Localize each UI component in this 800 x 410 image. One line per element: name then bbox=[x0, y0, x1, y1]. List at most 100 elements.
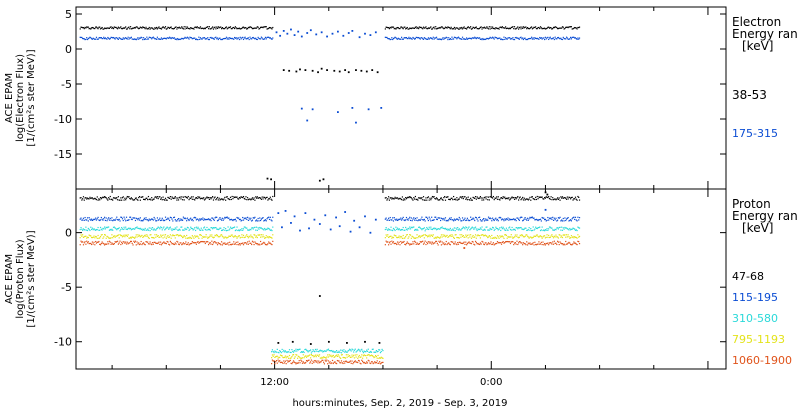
data-point bbox=[230, 227, 232, 229]
data-point bbox=[168, 243, 170, 245]
data-point bbox=[295, 354, 297, 356]
data-point bbox=[285, 363, 287, 365]
data-point bbox=[233, 219, 236, 221]
data-point bbox=[228, 235, 230, 237]
data-point bbox=[108, 237, 110, 239]
data-point bbox=[192, 220, 194, 222]
data-point bbox=[144, 38, 146, 40]
data-point bbox=[444, 26, 447, 28]
data-point bbox=[578, 26, 581, 28]
data-point bbox=[212, 237, 215, 239]
data-point bbox=[493, 244, 495, 246]
data-point bbox=[86, 38, 89, 41]
data-point bbox=[522, 26, 525, 28]
data-point bbox=[499, 216, 501, 218]
data-point bbox=[250, 242, 252, 244]
data-point bbox=[181, 27, 184, 29]
data-point bbox=[274, 350, 276, 352]
data-point bbox=[236, 243, 238, 246]
data-point bbox=[246, 243, 248, 245]
data-point bbox=[144, 199, 146, 201]
data-point bbox=[376, 71, 379, 74]
data-point bbox=[457, 199, 459, 201]
data-point bbox=[202, 198, 204, 200]
data-point bbox=[440, 197, 443, 199]
data-point bbox=[467, 38, 469, 40]
data-point bbox=[328, 349, 330, 352]
data-point bbox=[375, 362, 378, 364]
data-point bbox=[171, 218, 173, 220]
data-point bbox=[506, 27, 508, 29]
data-point bbox=[147, 236, 150, 239]
data-point bbox=[539, 37, 542, 39]
data-point bbox=[83, 219, 85, 221]
data-point bbox=[155, 38, 158, 40]
data-point bbox=[500, 235, 503, 237]
data-point bbox=[221, 244, 223, 246]
data-point bbox=[263, 220, 265, 222]
data-point bbox=[254, 226, 256, 228]
data-point bbox=[350, 356, 352, 358]
data-point bbox=[561, 26, 564, 28]
data-point bbox=[472, 234, 474, 237]
data-point bbox=[142, 220, 144, 222]
data-point bbox=[177, 243, 180, 245]
data-point bbox=[121, 38, 124, 40]
data-point bbox=[86, 229, 89, 232]
data-point bbox=[149, 198, 151, 200]
data-point bbox=[412, 218, 414, 220]
data-point bbox=[142, 39, 144, 41]
data-point bbox=[439, 241, 441, 243]
data-point bbox=[506, 38, 508, 40]
data-point bbox=[180, 219, 182, 222]
data-point bbox=[539, 243, 541, 245]
data-point bbox=[180, 27, 182, 29]
data-point bbox=[215, 28, 217, 30]
data-point bbox=[444, 37, 446, 39]
data-point bbox=[80, 36, 82, 39]
data-point bbox=[409, 226, 411, 228]
data-point bbox=[463, 196, 465, 198]
data-point bbox=[396, 38, 399, 40]
data-point bbox=[233, 218, 235, 221]
data-point bbox=[566, 37, 568, 39]
data-point bbox=[182, 28, 184, 30]
data-point bbox=[565, 243, 568, 245]
data-point bbox=[328, 354, 330, 356]
data-point bbox=[413, 197, 415, 199]
data-point bbox=[194, 242, 196, 244]
data-point bbox=[377, 350, 379, 352]
data-point bbox=[207, 196, 210, 199]
data-point bbox=[216, 26, 218, 28]
data-point bbox=[231, 234, 233, 236]
data-point bbox=[271, 229, 273, 232]
data-point bbox=[413, 27, 415, 29]
data-point bbox=[99, 28, 102, 30]
data-point bbox=[405, 198, 408, 200]
data-point bbox=[382, 357, 384, 359]
data-point bbox=[401, 196, 404, 198]
data-point bbox=[90, 197, 92, 200]
data-point bbox=[242, 216, 244, 219]
data-point bbox=[202, 235, 204, 238]
data-point bbox=[92, 27, 94, 29]
data-point bbox=[535, 26, 537, 28]
data-point bbox=[147, 219, 149, 221]
data-point bbox=[567, 198, 569, 200]
data-point bbox=[177, 26, 179, 29]
data-point bbox=[175, 220, 177, 222]
data-point bbox=[241, 234, 243, 236]
data-point bbox=[552, 216, 554, 218]
data-point bbox=[150, 199, 152, 201]
data-point bbox=[318, 223, 321, 225]
data-point bbox=[345, 360, 347, 362]
data-point bbox=[101, 218, 103, 220]
data-point bbox=[140, 240, 142, 243]
data-point bbox=[462, 226, 464, 228]
data-point bbox=[508, 236, 510, 238]
data-point bbox=[482, 241, 484, 243]
data-point bbox=[343, 349, 345, 351]
data-point bbox=[407, 227, 409, 230]
data-point bbox=[496, 241, 499, 243]
data-point bbox=[294, 350, 296, 352]
